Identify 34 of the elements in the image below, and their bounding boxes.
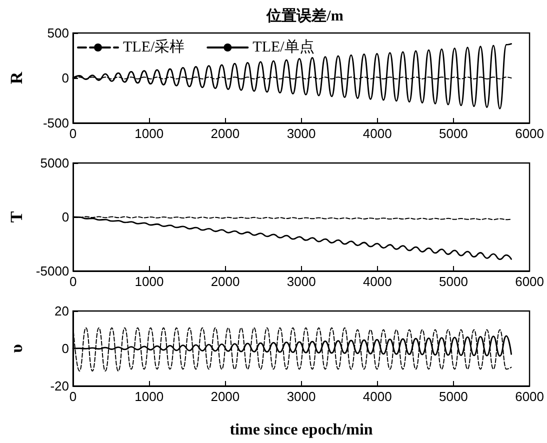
y-tick-label: -5000	[36, 264, 70, 278]
x-tick-label: 4000	[362, 126, 392, 141]
x-tick-label: 3000	[286, 274, 316, 289]
x-tick-label: 1000	[134, 389, 164, 404]
legend-label: TLE/采样	[123, 38, 185, 56]
y-tick-label: 0	[62, 70, 69, 86]
y-tick-label: 0	[62, 210, 70, 224]
x-tick-label: 2000	[210, 389, 240, 404]
x-tick-label: 3000	[286, 126, 316, 141]
x-tick-label: 1000	[134, 126, 164, 141]
x-tick-label: 6000	[515, 389, 544, 404]
y-tick-label: 0	[62, 341, 69, 356]
legend-label: TLE/单点	[252, 38, 314, 56]
x-tick-label: 6000	[515, 126, 544, 141]
x-axis-title: time since epoch/min	[230, 422, 373, 438]
x-tick-label: 4000	[362, 274, 392, 289]
y-axis-title: R	[7, 71, 26, 84]
x-tick-label: 2000	[210, 274, 240, 289]
y-tick-label: 20	[54, 304, 69, 318]
x-tick-label: 2000	[210, 126, 240, 141]
chart-title: 位置误差/m	[266, 8, 344, 24]
x-tick-label: 1000	[134, 274, 164, 289]
x-tick-label: 5000	[439, 274, 468, 289]
y-axis-title: T	[7, 210, 26, 223]
x-tick-label: 4000	[362, 389, 392, 404]
y-tick-label: 500	[47, 26, 69, 40]
x-tick-label: 5000	[438, 389, 468, 404]
x-tick-label: 6000	[515, 274, 544, 289]
y-tick-label: -500	[42, 116, 69, 130]
y-axis-title: υ	[7, 344, 26, 353]
x-tick-label: 5000	[438, 126, 468, 141]
y-tick-label: 5000	[40, 156, 70, 170]
y-tick-label: -20	[50, 378, 69, 394]
x-tick-label: 3000	[286, 389, 316, 404]
